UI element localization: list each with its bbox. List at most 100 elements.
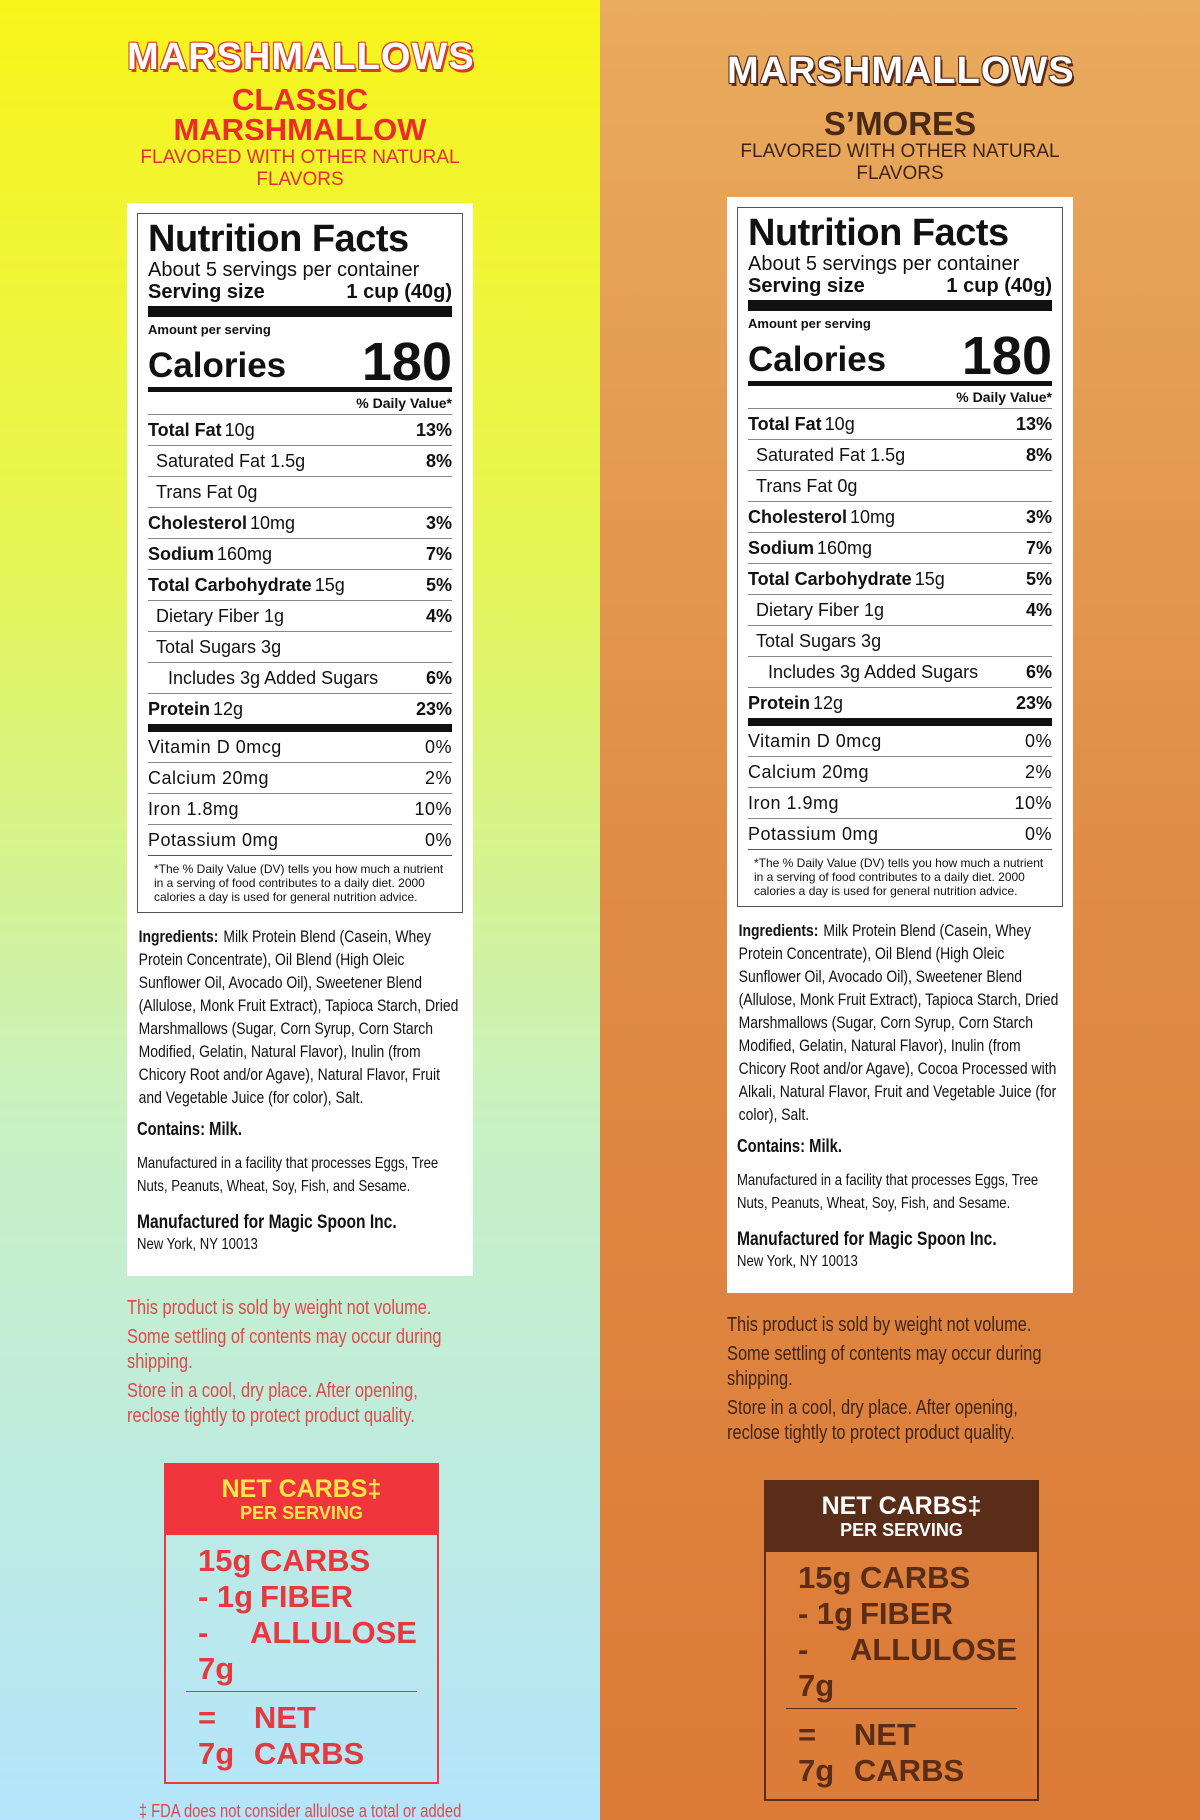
footnote: *The % Daily Value (DV) tells you how mu…	[148, 855, 452, 904]
nutrient-amount: 160mg	[817, 537, 873, 558]
amount-label: Amount per serving	[748, 316, 871, 331]
nutrient-dv: 6%	[425, 667, 452, 688]
nutrient-name-wrap: Protein 12g	[148, 699, 243, 720]
vitamin-name: Calcium 20mg	[748, 761, 870, 782]
nutrient-row: Total Carbohydrate 15g 5%	[748, 563, 1052, 594]
nutrient-name-wrap: Includes 3g Added Sugars	[768, 662, 978, 683]
note: Some settling of contents may occur duri…	[127, 1326, 442, 1373]
nutrient-dv: 4%	[425, 605, 452, 626]
nutrient-name-wrap: Total Fat 10g	[148, 420, 255, 441]
nutrient-name: Trans Fat 0g	[156, 481, 258, 502]
nutrient-name-wrap: Includes 3g Added Sugars	[168, 668, 378, 689]
nutrient-row: Sodium 160mg 7%	[148, 538, 452, 569]
facility: Manufactured in a facility that processe…	[737, 1172, 1039, 1212]
net-carbs-subtitle: PER SERVING	[240, 1503, 363, 1523]
divider	[748, 300, 1052, 311]
net-carbs-total: = 7g NET CARBS	[786, 1708, 1017, 1789]
ingredients-block: Ingredients: Milk Protein Blend (Casein, …	[137, 925, 463, 1256]
nutrient-amount: 10g	[224, 419, 255, 440]
net-carbs-amount: - 7g	[798, 1632, 835, 1703]
flavor: CLASSIC MARSHMALLOW	[173, 82, 427, 147]
facility: Manufactured in a facility that processe…	[137, 1155, 439, 1195]
divider	[748, 718, 1052, 726]
serving-size-value: 1 cup (40g)	[346, 281, 452, 303]
nutrient-dv: 4%	[1025, 599, 1052, 620]
vitamin-dv: 0%	[1024, 730, 1052, 751]
nutrient-name: Total Sugars 3g	[156, 636, 282, 657]
net-carbs-total-amount: = 7g	[198, 1700, 235, 1771]
note: Store in a cool, dry place. After openin…	[727, 1397, 1018, 1444]
net-carbs-label: FIBER	[260, 1579, 353, 1614]
vitamin-name: Potassium 0mg	[748, 823, 879, 844]
vitamin-dv: 0%	[424, 829, 452, 850]
nutrient-amount: 15g	[314, 574, 345, 595]
nutrient-name: Saturated Fat 1.5g	[756, 444, 906, 465]
serving-size-label: Serving size	[748, 275, 865, 297]
net-carbs: NET CARBS‡ PER SERVING 15g CARBS - 1g FIBER - …	[164, 1463, 439, 1784]
calories-label: Calories	[748, 340, 887, 379]
nutrient-name: Dietary Fiber 1g	[156, 605, 285, 626]
subtitle-wrap: FLAVORED WITH OTHER NATURAL FLAVORS	[127, 147, 473, 191]
nutrient-name: Trans Fat 0g	[756, 475, 858, 496]
nutrient-name: Protein	[748, 692, 811, 713]
nutrient-dv: 5%	[1025, 568, 1052, 589]
nutrient-row: Total Fat 10g 13%	[148, 414, 452, 445]
nutrient-row: Trans Fat 0g	[748, 470, 1052, 501]
nutrient-name: Total Carbohydrate	[748, 568, 912, 589]
nutrition-facts: Nutrition Facts About 5 servings per cont…	[137, 213, 463, 913]
nutrient-row: Sodium 160mg 7%	[748, 532, 1052, 563]
nutrient-name: Cholesterol	[148, 512, 248, 533]
nutrient-dv: 3%	[1025, 506, 1052, 527]
note: Store in a cool, dry place. After openin…	[127, 1380, 418, 1427]
net-carbs-amount: - 7g	[198, 1615, 235, 1686]
calories-value: 180	[361, 332, 452, 392]
net-carbs-label: CARBS	[860, 1560, 971, 1595]
amount-label: Amount per serving	[148, 322, 271, 337]
nutrient-row: Includes 3g Added Sugars 6%	[148, 662, 452, 693]
contains: Contains: Milk.	[137, 1119, 242, 1139]
divider	[148, 724, 452, 732]
vitamin-name: Calcium 20mg	[148, 767, 270, 788]
subtitle: FLAVORED WITH OTHER NATURAL FLAVORS	[740, 141, 1060, 184]
nutrient-name-wrap: Saturated Fat 1.5g	[756, 445, 905, 466]
net-carbs-header: NET CARBS‡ PER SERVING	[164, 1463, 439, 1535]
nutrient-dv: 8%	[1025, 444, 1052, 465]
nutrient-row: Dietary Fiber 1g 4%	[748, 594, 1052, 625]
footnote: *The % Daily Value (DV) tells you how mu…	[748, 849, 1052, 898]
nutrient-row: Protein 12g 23%	[148, 693, 452, 724]
nutrient-dv: 5%	[425, 574, 452, 595]
nutrient-row: Saturated Fat 1.5g 8%	[748, 439, 1052, 470]
serving-size-label: Serving size	[148, 281, 265, 303]
nutrient-name-wrap: Trans Fat 0g	[156, 482, 257, 503]
nutrient-name-wrap: Sodium 160mg	[748, 538, 872, 559]
fda-wrap: ‡ FDA does not consider allulose a total…	[127, 1800, 473, 1820]
nutrient-row: Cholesterol 10mg 3%	[748, 501, 1052, 532]
nutrient-amount: 10g	[824, 413, 855, 434]
ingredients-text: Milk Protein Blend (Casein, Whey Protein…	[138, 927, 459, 1107]
nutrient-row: Saturated Fat 1.5g 8%	[148, 445, 452, 476]
nutrient-row: Dietary Fiber 1g 4%	[148, 600, 452, 631]
vitamin-dv: 2%	[1024, 761, 1052, 782]
net-carbs-line: 15g CARBS	[186, 1543, 417, 1579]
vitamin-row: Iron 1.9mg 10%	[748, 787, 1052, 818]
nutrient-row: Cholesterol 10mg 3%	[148, 507, 452, 538]
net-carbs-subtitle: PER SERVING	[840, 1520, 963, 1540]
nutrition-title: Nutrition Facts	[748, 212, 1009, 254]
nutrient-dv: 7%	[1025, 537, 1052, 558]
dv-header: % Daily Value*	[956, 389, 1052, 405]
net-carbs-label: FIBER	[860, 1596, 953, 1631]
nutrient-name: Dietary Fiber 1g	[756, 599, 885, 620]
vitamin-row: Iron 1.8mg 10%	[148, 793, 452, 824]
serving-size: Serving size 1 cup (40g)	[148, 281, 452, 303]
calories: Calories 180	[748, 329, 1052, 383]
vitamin-row: Potassium 0mg 0%	[748, 818, 1052, 849]
fda-note: ‡ FDA does not consider allulose a total…	[138, 1801, 462, 1820]
address: New York, NY 10013	[137, 1236, 258, 1253]
vitamin-name: Vitamin D 0mcg	[748, 730, 882, 751]
divider	[148, 306, 452, 317]
net-carbs-title: NET CARBS‡	[821, 1492, 982, 1520]
nutrient-name: Total Sugars 3g	[756, 630, 882, 651]
net-carbs-total-label: NET CARBS	[253, 1700, 365, 1771]
nutrient-name: Total Fat	[748, 413, 822, 434]
servings: About 5 servings per container	[148, 259, 420, 281]
